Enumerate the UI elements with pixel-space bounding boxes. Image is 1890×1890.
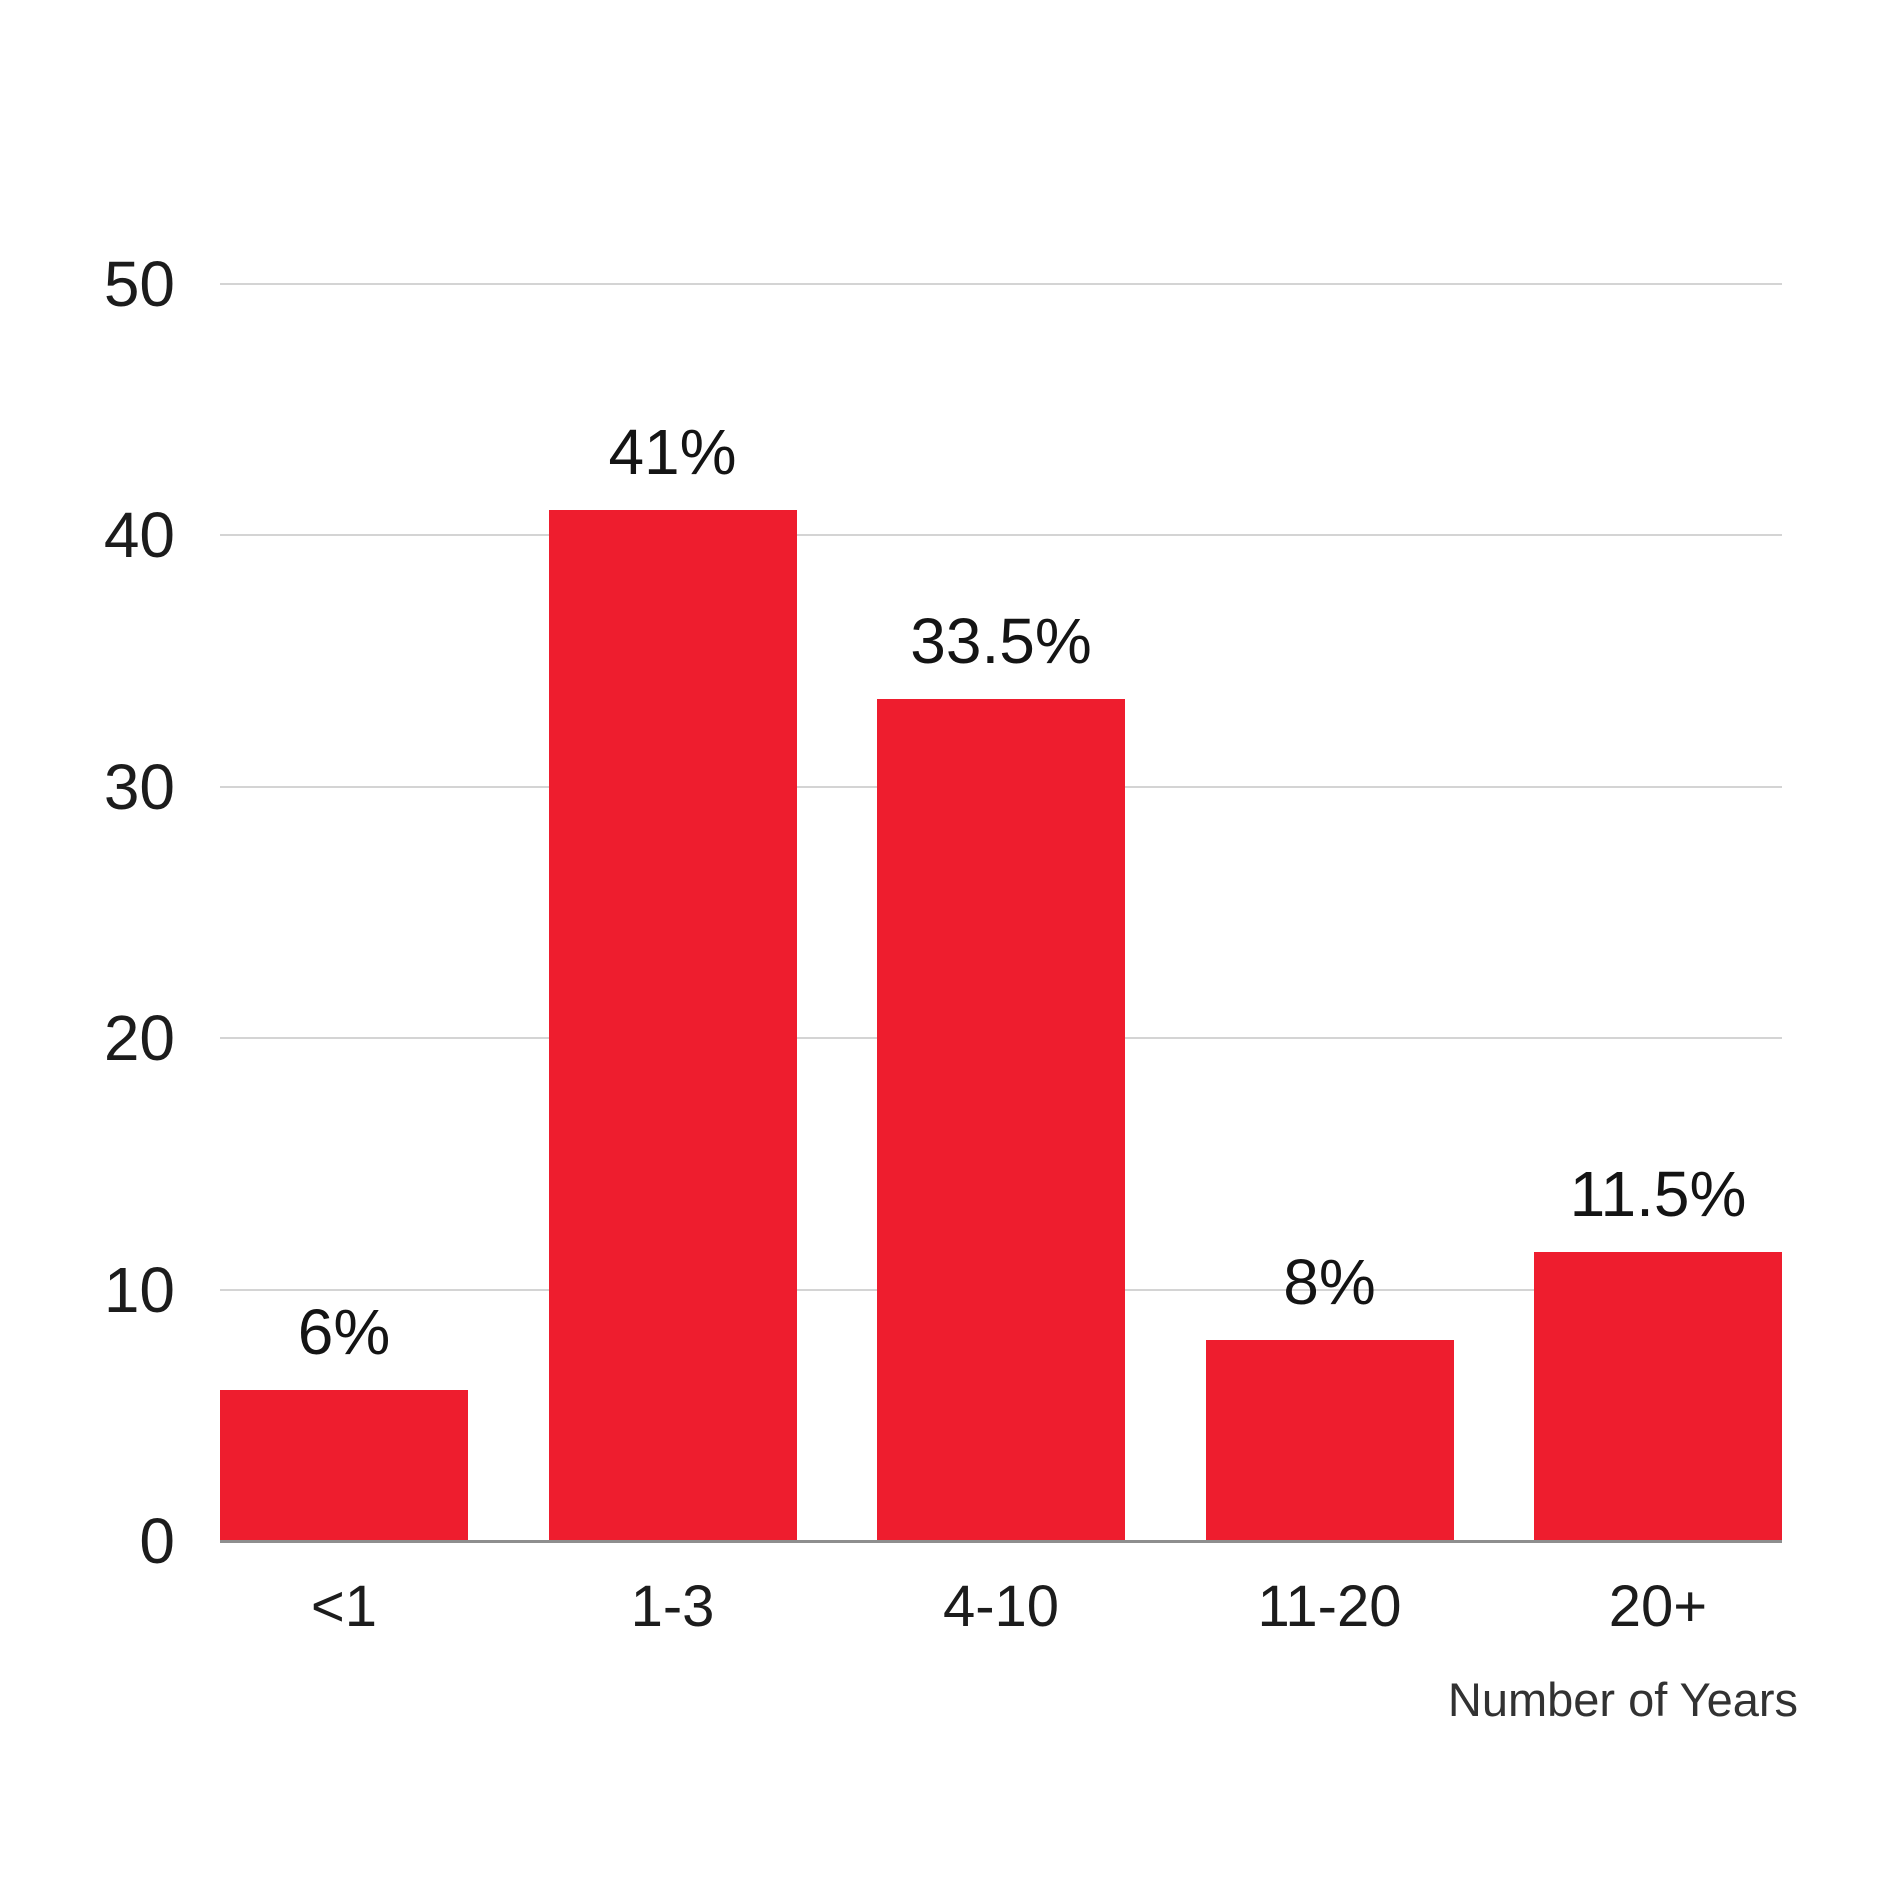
y-tick-label-0: 0 (139, 1505, 175, 1577)
bar-value-label-11-20: 8% (1283, 1245, 1376, 1318)
bar-value-label-20+: 11.5% (1569, 1157, 1747, 1230)
bar-<1 (220, 1390, 468, 1541)
bar-11-20 (1205, 1339, 1454, 1541)
x-axis-baseline (220, 1540, 1782, 1543)
y-tick-label-40: 40 (103, 499, 175, 572)
y-tick-label-20: 20 (103, 1002, 175, 1075)
y-tick-label-50: 50 (103, 248, 175, 320)
bar-value-label-4-10: 33.5% (910, 604, 1092, 677)
bar-value-label-<1: 6% (297, 1296, 391, 1369)
bar-1-3 (548, 510, 797, 1541)
x-tick-label-4-10: 4-10 (942, 1574, 1060, 1639)
bar-value-label-1-3: 41% (608, 416, 737, 489)
x-tick-label-20+: 20+ (1608, 1574, 1708, 1639)
y-tick-label-30: 30 (103, 750, 175, 823)
bar-4-10 (877, 698, 1125, 1541)
y-tick-label-10: 10 (103, 1253, 175, 1326)
x-tick-label-11-20: 11-20 (1257, 1574, 1402, 1639)
bar-20+ (1534, 1251, 1782, 1541)
gridline-50 (220, 283, 1782, 285)
x-tick-label-<1: <1 (310, 1574, 378, 1639)
gridline-40 (220, 534, 1782, 537)
x-tick-label-1-3: 1-3 (630, 1574, 715, 1639)
x-axis-title: Number of Years (1447, 1673, 1798, 1726)
